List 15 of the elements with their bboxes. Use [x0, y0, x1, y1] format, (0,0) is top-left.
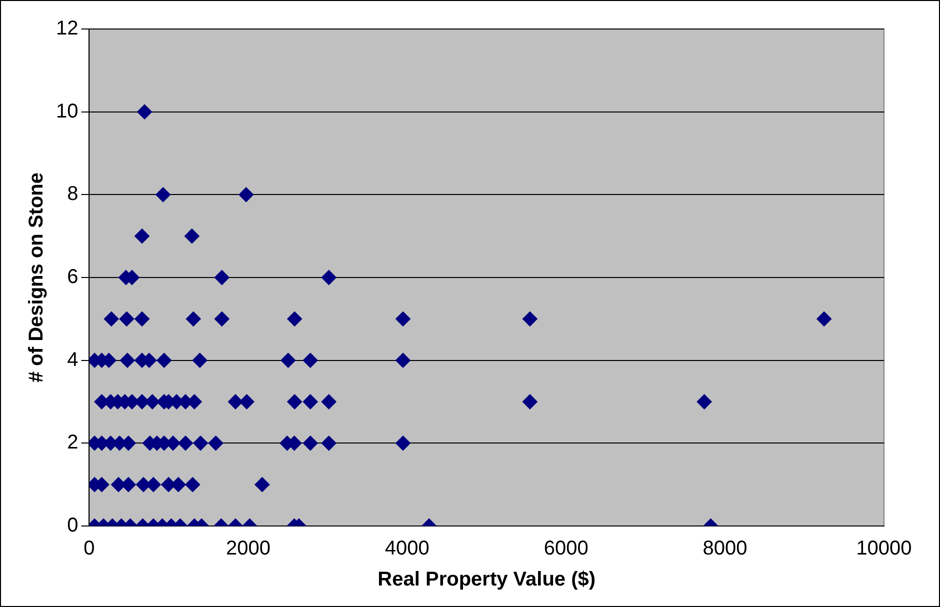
y-tick-label: 4: [67, 348, 78, 371]
y-tick-label: 0: [67, 514, 78, 537]
x-tick-label: 10000: [856, 538, 912, 560]
x-tick-label: 6000: [544, 538, 588, 560]
x-tick-label: 8000: [702, 538, 748, 560]
y-axis-title: # of Designs on Stone: [26, 172, 48, 383]
x-tick-label: 2000: [226, 538, 270, 560]
x-tick-label: 4000: [384, 538, 430, 560]
y-tick-label: 6: [67, 266, 78, 288]
y-tick-label: 8: [67, 183, 78, 206]
x-axis-title: Real Property Value ($): [378, 568, 596, 591]
y-tick-label: 10: [56, 100, 78, 122]
y-tick-label: 2: [67, 432, 78, 454]
x-tick-label: 0: [84, 538, 95, 560]
y-tick-label: 12: [56, 18, 78, 40]
